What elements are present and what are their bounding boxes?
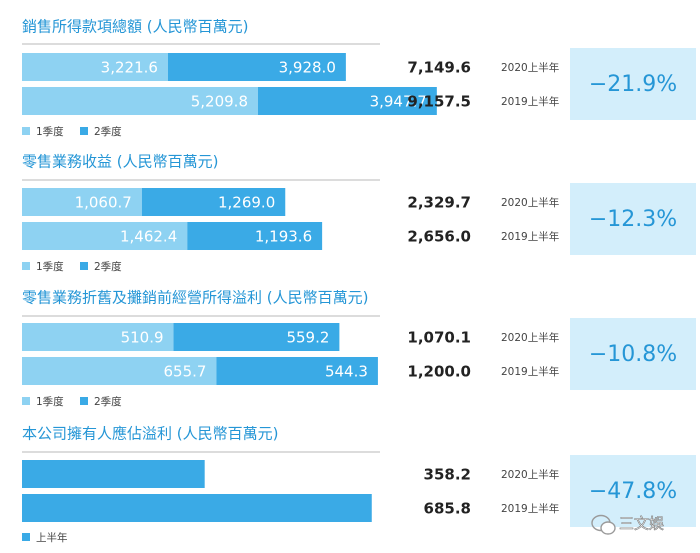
bar-value-label: 1,462.4	[120, 228, 177, 246]
category-label: 2020上半年	[501, 468, 559, 481]
legend-label: 1季度	[36, 395, 64, 408]
legend-label: 1季度	[36, 260, 64, 273]
category-label: 2020上半年	[501, 61, 559, 74]
watermark-label: 三文娛	[619, 515, 664, 533]
legend-swatch	[22, 262, 30, 270]
bar-q2	[141, 188, 286, 216]
bar-q1	[22, 357, 217, 385]
change-percent: −47.8%	[589, 479, 677, 504]
chart-title: 零售業務收益 (人民幣百萬元)	[22, 153, 218, 171]
bar-value-label: 3,947.7	[370, 93, 427, 111]
change-badge	[570, 318, 696, 390]
bar-q2	[258, 87, 437, 115]
total-value: 2,656.0	[407, 228, 471, 246]
total-value: 358.2	[424, 466, 471, 484]
legend-swatch	[80, 397, 88, 405]
bar-value-label: 1,193.6	[255, 228, 312, 246]
bar-value-label: 1,269.0	[218, 194, 275, 212]
chart-title: 零售業務折舊及攤銷前經營所得溢利 (人民幣百萬元)	[22, 289, 368, 307]
category-label: 2019上半年	[501, 95, 559, 108]
change-badge	[570, 183, 696, 255]
legend-swatch	[80, 127, 88, 135]
chart-title: 銷售所得款項總額 (人民幣百萬元)	[22, 18, 248, 36]
total-value: 1,070.1	[407, 329, 471, 347]
bar-q1	[22, 460, 205, 488]
chart-section-1: 銷售所得款項總額 (人民幣百萬元) 3,221.6 3,928.0 7,149.6 20…	[22, 18, 696, 138]
bar-value-label: 559.2	[286, 329, 329, 347]
total-value: 7,149.6	[407, 59, 471, 77]
change-percent: −21.9%	[589, 72, 677, 97]
change-percent: −10.8%	[589, 342, 677, 367]
wechat-bubble-small	[600, 521, 616, 535]
bar-value-label: 3,221.6	[101, 59, 158, 77]
bar-value-label: 655.7	[164, 363, 207, 381]
category-label: 2020上半年	[501, 196, 559, 209]
bar-q2	[187, 222, 323, 250]
legend-swatch	[22, 533, 30, 541]
chart-section-4: 本公司擁有人應佔溢利 (人民幣百萬元) 358.2 2020上半年 685.8 2019…	[22, 425, 696, 544]
legend-label: 2季度	[94, 125, 122, 138]
bar-q1	[22, 87, 259, 115]
bar-q2	[173, 323, 340, 351]
total-value: 9,157.5	[407, 93, 471, 111]
chart-title: 本公司擁有人應佔溢利 (人民幣百萬元)	[22, 425, 278, 443]
legend-label: 1季度	[36, 125, 64, 138]
wechat-icon	[591, 514, 616, 535]
category-label: 2020上半年	[501, 331, 559, 344]
total-value: 2,329.7	[407, 194, 471, 212]
bar-value-label: 5,209.8	[191, 93, 248, 111]
category-label: 2019上半年	[501, 230, 559, 243]
legend-label: 上半年	[36, 531, 68, 544]
legend-label: 2季度	[94, 395, 122, 408]
legend-swatch	[22, 397, 30, 405]
chart-section-3: 零售業務折舊及攤銷前經營所得溢利 (人民幣百萬元) 510.9 559.2 1,070…	[22, 289, 696, 408]
bar-value-label: 1,060.7	[75, 194, 132, 212]
watermark: 三文娛	[591, 514, 664, 535]
legend-swatch	[22, 127, 30, 135]
bar-value-label: 3,928.0	[279, 59, 336, 77]
change-percent: −12.3%	[589, 207, 677, 232]
bar-q1	[22, 323, 174, 351]
bar-value-label: 510.9	[121, 329, 164, 347]
bar-q1	[22, 494, 372, 522]
legend-label: 2季度	[94, 260, 122, 273]
bar-q1	[22, 53, 168, 81]
chart-section-2: 零售業務收益 (人民幣百萬元) 1,060.7 1,269.0 2,329.7 2020…	[22, 153, 696, 273]
bar-q2	[216, 357, 378, 385]
bar-value-label: 544.3	[325, 363, 368, 381]
bar-q1	[22, 222, 188, 250]
total-value: 1,200.0	[407, 363, 471, 381]
bar-q2	[167, 53, 346, 81]
total-value: 685.8	[424, 500, 471, 518]
category-label: 2019上半年	[501, 502, 559, 515]
bar-q1	[22, 188, 142, 216]
change-badge	[570, 48, 696, 120]
legend-swatch	[80, 262, 88, 270]
change-badge	[570, 455, 696, 527]
category-label: 2019上半年	[501, 365, 559, 378]
